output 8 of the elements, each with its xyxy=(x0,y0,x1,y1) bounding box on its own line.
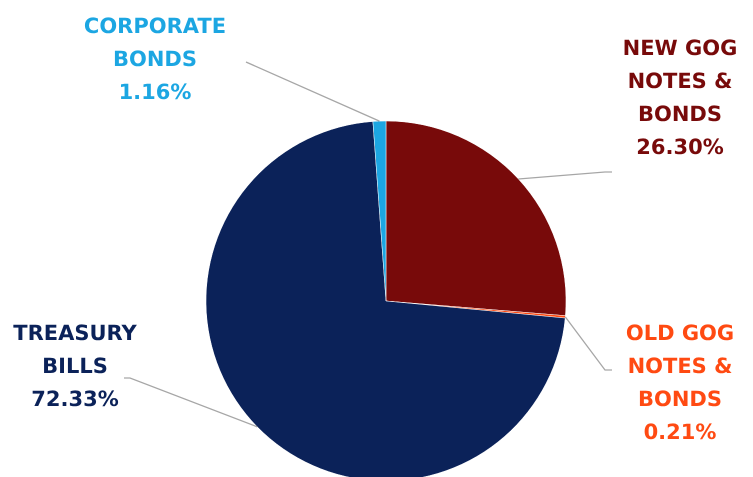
slice-label: OLD GOG NOTES & BONDS xyxy=(626,321,734,411)
data-label: 72.33% xyxy=(31,387,119,411)
data-label: 26.30% xyxy=(636,135,724,159)
slice-label: NEW GOG NOTES & BONDS xyxy=(622,36,738,126)
data-label: 1.16% xyxy=(118,80,192,104)
slice-label: TREASURY BILLS xyxy=(13,321,138,378)
data-label: 0.21% xyxy=(644,420,716,444)
slice-label: CORPORATE BONDS xyxy=(84,14,226,71)
